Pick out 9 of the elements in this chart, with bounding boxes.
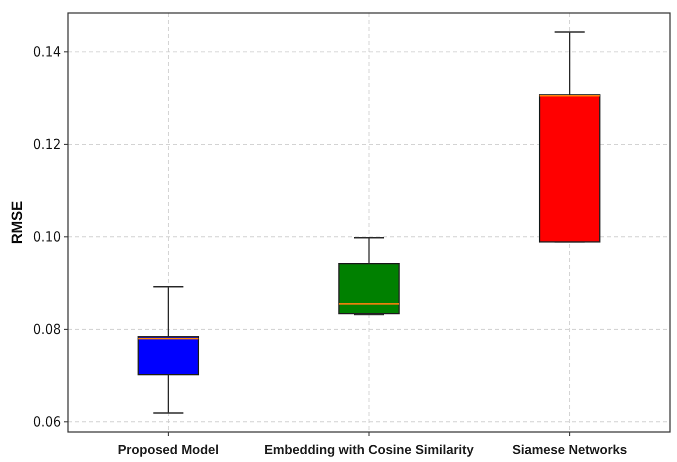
y-tick-label: 0.12 (32, 137, 61, 154)
x-tick-label: Proposed Model (118, 442, 219, 457)
y-tick-label: 0.10 (32, 230, 61, 246)
x-tick-label: Siamese Networks (512, 442, 628, 457)
y-axis-title: RMSE (9, 200, 26, 244)
y-tick-label: 0.08 (32, 322, 61, 338)
y-tick-label: 0.14 (32, 44, 61, 61)
y-tick-label: 0.06 (32, 414, 61, 431)
x-tick-label: Embedding with Cosine Similarity (264, 442, 474, 457)
